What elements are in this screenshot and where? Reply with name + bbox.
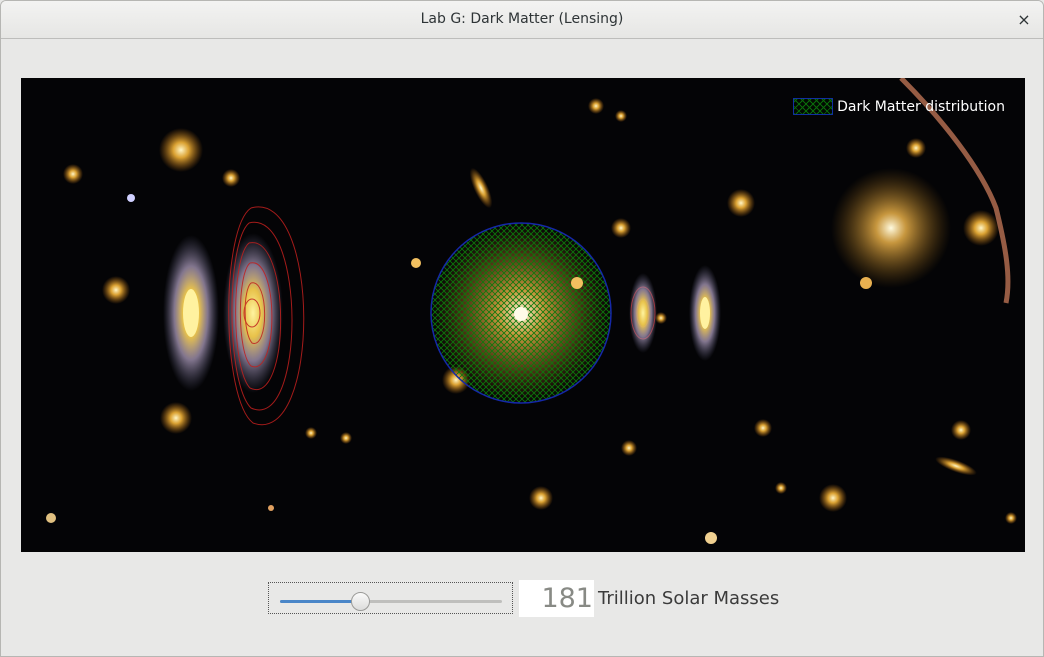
title-bar: Lab G: Dark Matter (Lensing) ×: [1, 1, 1043, 39]
mass-unit-label: Trillion Solar Masses: [598, 587, 780, 609]
window-title: Lab G: Dark Matter (Lensing): [420, 11, 624, 27]
background-galaxies: [46, 78, 1017, 544]
mass-slider[interactable]: [268, 582, 513, 614]
legend: Dark Matter distribution: [793, 98, 1005, 115]
slider-track[interactable]: [280, 592, 502, 611]
mass-controls: 181 Trillion Solar Masses: [268, 579, 779, 617]
mass-value-display: 181: [519, 579, 594, 617]
close-icon[interactable]: ×: [1017, 9, 1031, 29]
lensing-viewport[interactable]: Dark Matter distribution: [21, 78, 1025, 552]
dark-matter-halo[interactable]: [430, 222, 612, 404]
lensed-galaxy-right: [629, 265, 721, 361]
slider-fill: [280, 600, 360, 603]
galaxy-field: [21, 78, 1025, 552]
legend-label: Dark Matter distribution: [837, 98, 1005, 115]
slider-thumb[interactable]: [350, 592, 370, 611]
legend-swatch-dark-matter: [793, 98, 834, 115]
